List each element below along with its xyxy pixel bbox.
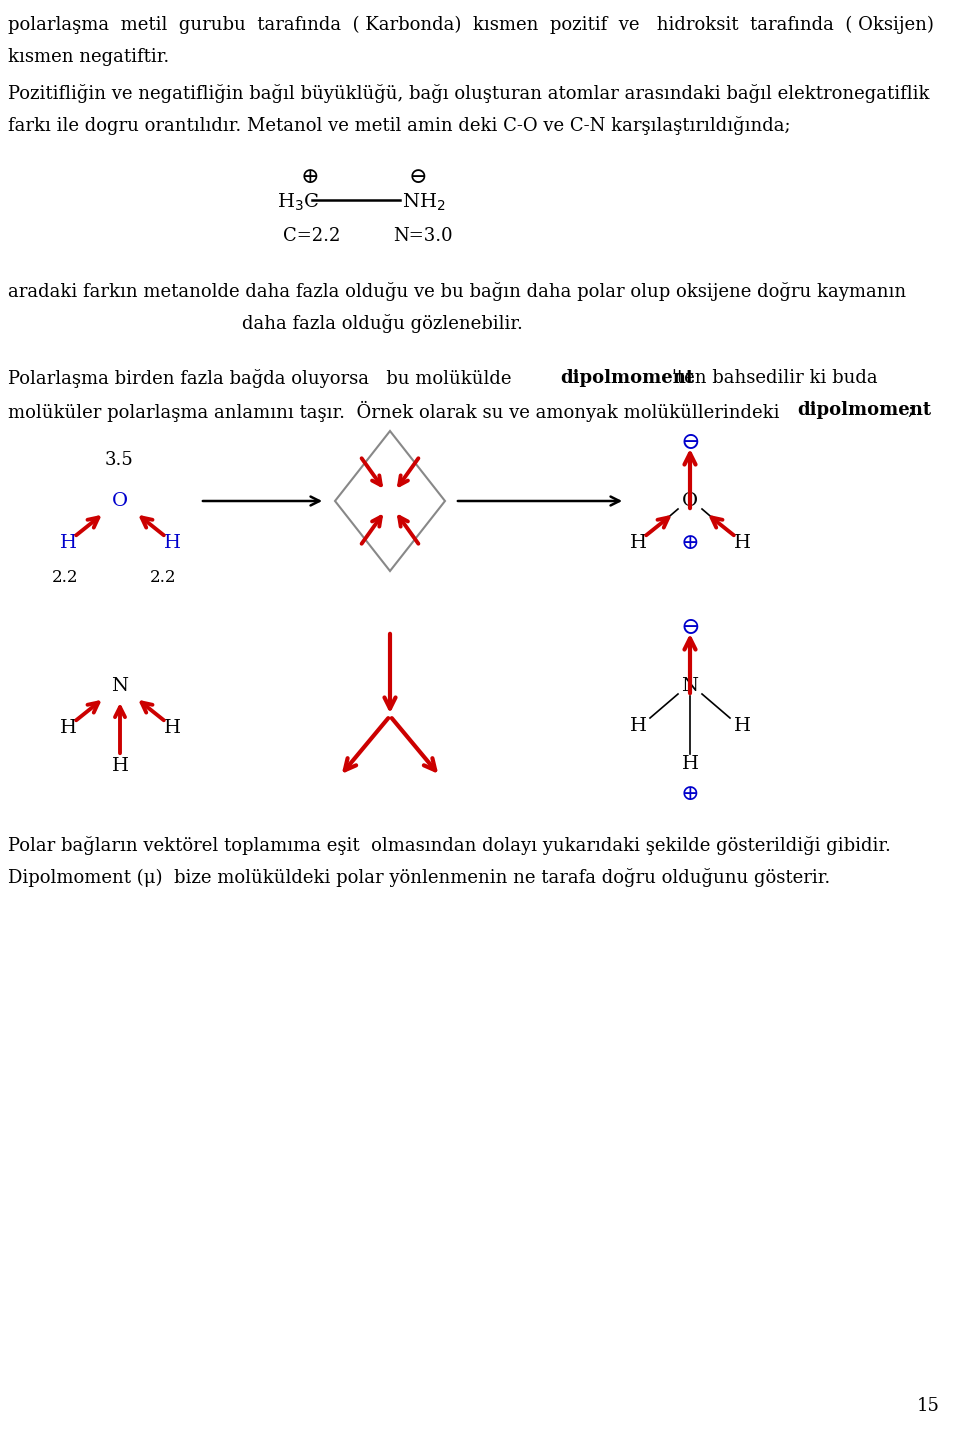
Text: ⊕: ⊕ [681, 531, 699, 554]
Text: ⊖: ⊖ [680, 431, 700, 454]
Text: ⊖: ⊖ [409, 166, 427, 189]
Text: H: H [60, 534, 77, 552]
Text: molüküler polarlaşma anlamını taşır.  Örnek olarak su ve amonyak molüküllerindek: molüküler polarlaşma anlamını taşır. Örn… [8, 400, 785, 422]
Text: NH$_2$: NH$_2$ [402, 192, 445, 213]
Text: N=3.0: N=3.0 [393, 228, 452, 245]
Text: H: H [163, 534, 180, 552]
Text: daha fazla olduğu gözlenebilir.: daha fazla olduğu gözlenebilir. [242, 314, 523, 333]
Text: Dipolmoment (μ)  bize molüküldeki polar yönlenmenin ne tarafa doğru olduğunu gös: Dipolmoment (μ) bize molüküldeki polar y… [8, 868, 830, 887]
Text: 3.5: 3.5 [105, 451, 133, 469]
Text: H: H [630, 717, 646, 734]
Text: farkı ile dogru orantılıdır. Metanol ve metil amin deki C-O ve C-N karşılaştırıl: farkı ile dogru orantılıdır. Metanol ve … [8, 117, 791, 135]
Text: H$_3$C: H$_3$C [277, 192, 319, 213]
Text: polarlaşma  metil  gurubu  tarafında  ( Karbonda)  kısmen  pozitif  ve   hidroks: polarlaşma metil gurubu tarafında ( Karb… [8, 16, 934, 35]
Text: H: H [111, 757, 129, 775]
Text: H: H [682, 755, 699, 773]
Text: Polarlaşma birden fazla bağda oluyorsa   bu molükülde: Polarlaşma birden fazla bağda oluyorsa b… [8, 369, 523, 387]
Text: kısmen negatiftir.: kısmen negatiftir. [8, 48, 169, 66]
Text: O: O [682, 492, 698, 510]
Text: ;: ; [907, 400, 913, 419]
Text: 2.2: 2.2 [52, 569, 79, 586]
Text: 15: 15 [917, 1397, 940, 1416]
Text: 2.2: 2.2 [150, 569, 177, 586]
Text: H: H [60, 719, 77, 737]
Text: Polar bağların vektörel toplamıma eşit  olmasından dolayı yukarıdaki şekilde gös: Polar bağların vektörel toplamıma eşit o… [8, 837, 891, 855]
Text: H: H [733, 534, 751, 552]
Text: ⊕: ⊕ [300, 166, 320, 189]
Text: O: O [112, 492, 128, 510]
Text: H: H [630, 534, 646, 552]
Text: H: H [163, 719, 180, 737]
Text: dipolmoment: dipolmoment [797, 400, 931, 419]
Text: 'ten bahsedilir ki buda: 'ten bahsedilir ki buda [672, 369, 877, 387]
Text: N: N [111, 677, 129, 696]
Text: H: H [733, 717, 751, 734]
Text: C=2.2: C=2.2 [283, 228, 341, 245]
Text: N: N [682, 677, 699, 696]
Text: dipolmoment: dipolmoment [560, 369, 694, 387]
Text: ⊕: ⊕ [681, 783, 699, 805]
Text: Pozitifliğin ve negatifliğin bağıl büyüklüğü, bağı oluşturan atomlar arasındaki : Pozitifliğin ve negatifliğin bağıl büyük… [8, 84, 929, 104]
Text: ⊖: ⊖ [680, 616, 700, 639]
Text: aradaki farkın metanolde daha fazla olduğu ve bu bağın daha polar olup oksijene : aradaki farkın metanolde daha fazla oldu… [8, 282, 906, 301]
